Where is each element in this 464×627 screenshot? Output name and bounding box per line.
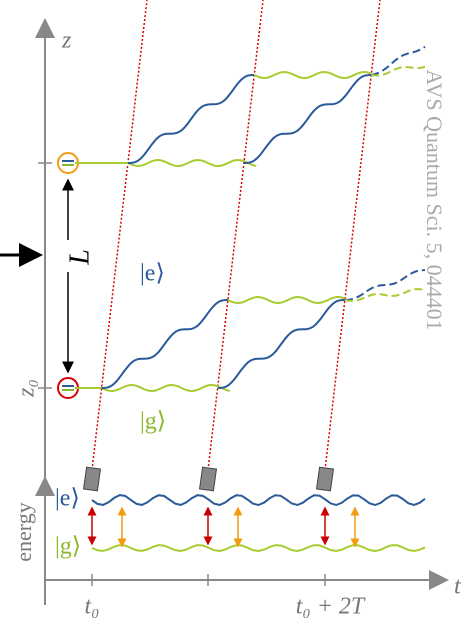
ground-path <box>253 70 372 80</box>
ground-path <box>75 158 257 168</box>
ground-path <box>344 288 426 302</box>
z0-label: z₀ <box>14 379 40 398</box>
excited-path <box>370 45 426 76</box>
L-label: L <box>64 249 95 266</box>
excited-path <box>243 74 372 164</box>
z-label: z <box>61 28 72 54</box>
laser-beam <box>207 0 264 471</box>
state-e: |e⟩ <box>55 486 80 512</box>
t-label: t <box>454 574 462 600</box>
energy-g <box>91 544 426 553</box>
citation: AVS Quantum Sci. 5, 044401 <box>422 69 447 330</box>
excited-path <box>217 299 345 389</box>
energy-e <box>91 494 426 507</box>
ground-path <box>371 65 426 77</box>
state-e: |e⟩ <box>140 261 165 287</box>
excited-path <box>344 269 426 301</box>
ground-path <box>227 295 346 305</box>
excited-path <box>127 74 255 164</box>
excited-path <box>101 299 228 389</box>
laser-beam <box>324 0 381 471</box>
laser-beam <box>91 0 148 471</box>
state-g: |g⟩ <box>55 534 81 560</box>
energy-label: energy <box>11 502 36 561</box>
ground-path <box>75 383 231 393</box>
t0-2T-label: t₀ + 2T <box>296 594 366 620</box>
state-g: |g⟩ <box>140 409 166 435</box>
t0-label: t₀ <box>84 594 99 620</box>
trajectories <box>75 0 426 553</box>
lasers <box>82 466 335 492</box>
